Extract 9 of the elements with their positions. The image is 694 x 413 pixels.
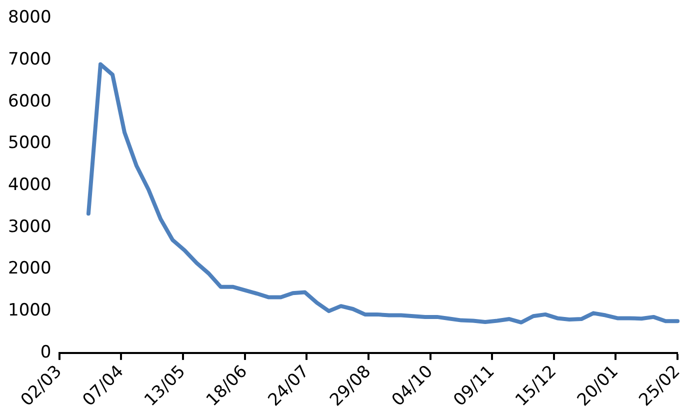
y-tick-label: 6000 bbox=[8, 91, 52, 112]
y-tick-label: 7000 bbox=[8, 49, 52, 70]
y-tick-label: 2000 bbox=[8, 258, 52, 279]
y-tick-label: 5000 bbox=[8, 133, 52, 154]
y-tick-label: 8000 bbox=[8, 8, 52, 28]
y-tick-label: 0 bbox=[40, 342, 52, 362]
y-tick-label: 1000 bbox=[8, 300, 52, 321]
y-tick-label: 3000 bbox=[8, 216, 52, 237]
y-tick-label: 4000 bbox=[8, 174, 52, 195]
